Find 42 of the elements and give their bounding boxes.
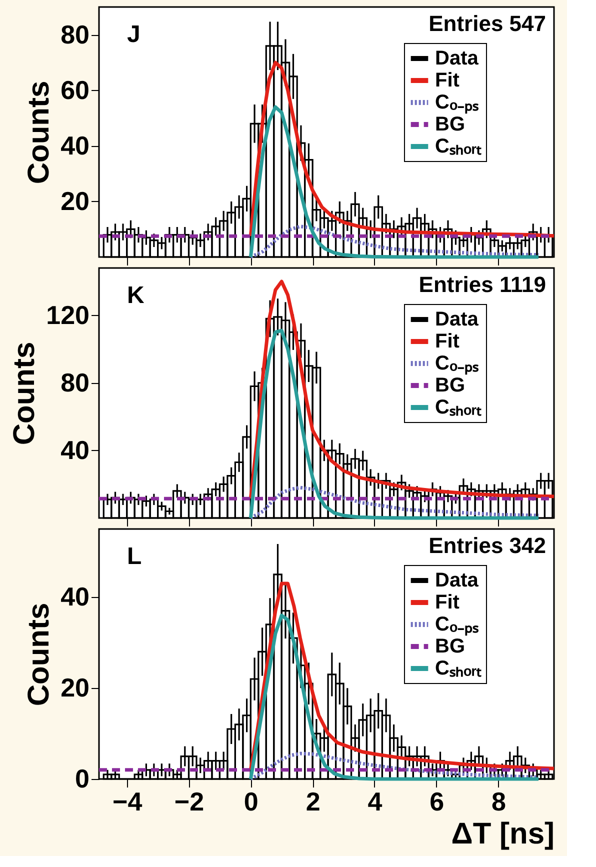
legend-label: BG: [435, 636, 465, 658]
y-tick-label: 40: [60, 434, 90, 465]
legend-label: Data: [435, 308, 480, 330]
legend-label: Data: [435, 570, 480, 592]
y-tick-label: 40: [60, 582, 90, 612]
y-tick-label: 40: [60, 130, 90, 160]
annotation: J: [127, 21, 140, 48]
x-tick-label: 8: [492, 786, 506, 816]
legend-label: Fit: [435, 70, 460, 92]
x-tick-label: 4: [368, 786, 383, 816]
legend-label: BG: [435, 374, 465, 396]
legend-label: Cₒ₋ₚₛ: [435, 614, 480, 636]
legend-label: Cₒ₋ₚₛ: [435, 92, 480, 114]
x-axis-title: ΔT [ns]: [451, 818, 554, 850]
x-tick-label: −2: [174, 786, 204, 816]
x-tick-label: 6: [430, 786, 444, 816]
y-tick-label: 0: [75, 764, 90, 794]
annotation: Entries 547: [428, 11, 546, 36]
y-tick-label: 60: [60, 74, 90, 105]
y-tick-label: 80: [60, 19, 90, 50]
annotation: L: [127, 543, 142, 570]
y-tick-label: 120: [46, 300, 90, 330]
x-tick-label: 0: [244, 786, 258, 816]
legend-label: Cₛₕₒᵣₜ: [435, 396, 482, 418]
y-axis-title: Counts: [22, 602, 56, 706]
legend-label: Cₒ₋ₚₛ: [435, 352, 480, 376]
y-tick-label: 80: [60, 367, 90, 398]
annotation: K: [127, 282, 145, 309]
y-tick-label: 20: [60, 672, 90, 703]
x-tick-label: −4: [112, 786, 143, 816]
legend-label: Fit: [435, 592, 460, 614]
legend-label: Cₛₕₒᵣₜ: [435, 658, 482, 680]
y-tick-label: 20: [60, 186, 90, 216]
legend-label: BG: [435, 114, 465, 136]
annotation: Entries 342: [428, 533, 546, 558]
legend-label: Fit: [435, 330, 460, 352]
y-axis-title: Counts: [8, 342, 42, 446]
legend-label: Cₛₕₒᵣₜ: [435, 136, 482, 158]
legend-label: Data: [435, 48, 480, 70]
annotation: Entries 1119: [418, 272, 546, 297]
y-axis-title: Counts: [22, 80, 56, 184]
x-tick-label: 2: [306, 786, 320, 816]
